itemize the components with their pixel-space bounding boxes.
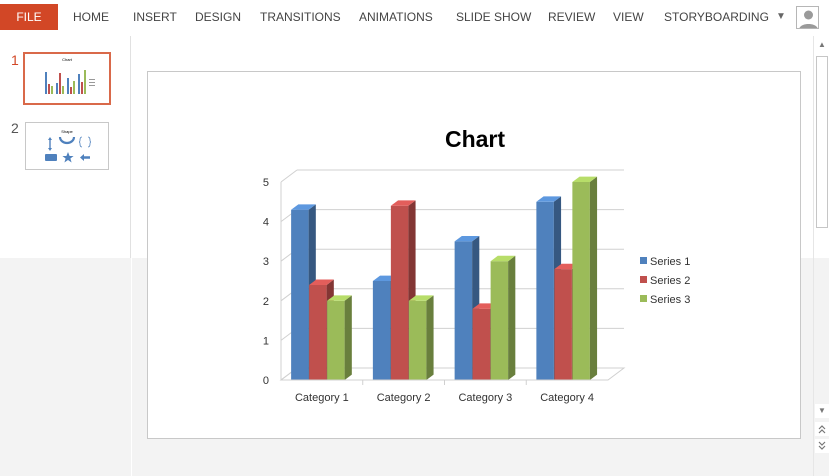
bar-front: [554, 269, 572, 380]
bar-top: [490, 255, 516, 262]
bar-top: [454, 236, 480, 242]
slide-number-2: 2: [11, 120, 19, 136]
bar-side: [426, 295, 434, 380]
y-tick-label: 3: [263, 256, 269, 268]
bar-front: [372, 281, 391, 380]
slide-2-preview-title: Shape: [61, 129, 73, 134]
bar-front: [309, 284, 327, 380]
tab-review[interactable]: REVIEW: [548, 10, 596, 24]
vertical-scrollbar[interactable]: ▲ ▼: [813, 36, 829, 476]
bar-side: [344, 295, 352, 380]
bar-front: [291, 209, 309, 380]
bar-front: [408, 300, 427, 380]
legend-label: Series 3: [650, 294, 690, 306]
scroll-down-icon[interactable]: ▼: [815, 404, 829, 418]
x-tick-label: Category 1: [295, 392, 349, 404]
chevron-down-icon[interactable]: ▼: [776, 11, 786, 22]
tab-home[interactable]: HOME: [73, 10, 109, 24]
scroll-up-icon[interactable]: ▲: [815, 38, 829, 52]
tab-slide-show[interactable]: SLIDE SHOW: [456, 10, 532, 24]
ribbon-tab-bar: FILE HOME INSERT DESIGN TRANSITIONS ANIM…: [0, 0, 829, 36]
tab-view[interactable]: VIEW: [613, 10, 644, 24]
bar-side: [508, 255, 516, 380]
next-slide-icon[interactable]: [815, 439, 829, 453]
y-axis-tick-labels: 0 1 2 3 4 5: [263, 177, 269, 387]
bar: [327, 295, 352, 380]
tab-design[interactable]: DESIGN: [195, 10, 242, 24]
y-tick-label: 1: [263, 335, 269, 347]
bar: [490, 255, 516, 380]
bar-front: [472, 308, 491, 380]
legend-swatch: [640, 257, 647, 264]
chart-title: Chart: [445, 126, 505, 152]
y-tick-label: 5: [263, 177, 269, 189]
x-tick-label: Category 3: [458, 392, 512, 404]
previous-slide-icon[interactable]: [815, 422, 829, 436]
bar-front: [390, 205, 409, 380]
bar-top: [309, 279, 334, 285]
bar-top: [408, 295, 434, 301]
slide-thumbnail-1[interactable]: Chart: [23, 52, 111, 105]
bar-top: [536, 196, 562, 202]
bar-top: [390, 200, 416, 206]
bar-front: [327, 300, 345, 380]
slide-thumbnail-pane: 1 Chart 2 Shape: [0, 36, 131, 476]
y-tick-label: 4: [263, 217, 269, 229]
user-avatar-icon[interactable]: [796, 6, 819, 29]
chart-legend: Series 1 Series 2 Series 3: [640, 256, 690, 306]
bar-front: [536, 201, 554, 380]
tab-transitions[interactable]: TRANSITIONS: [260, 10, 341, 24]
tab-storyboarding[interactable]: STORYBOARDING: [664, 10, 769, 24]
legend-label: Series 1: [650, 256, 690, 268]
bar-side: [589, 176, 598, 380]
tab-animations[interactable]: ANIMATIONS: [359, 10, 433, 24]
scrollbar-thumb[interactable]: [816, 56, 828, 228]
slide-number-1: 1: [11, 52, 19, 68]
chart-bars: [291, 176, 598, 380]
slide-1-preview-title: Chart: [62, 57, 73, 62]
bar-front: [454, 241, 473, 380]
bar-top: [291, 204, 316, 210]
x-axis-tick-labels: Category 1 Category 2 Category 3 Category 4: [281, 379, 608, 404]
bar: [408, 295, 434, 380]
slide-1-preview: Chart: [45, 57, 95, 94]
legend-swatch: [640, 276, 647, 283]
legend-label: Series 2: [650, 275, 690, 287]
x-tick-label: Category 2: [377, 392, 431, 404]
bar-top: [327, 295, 352, 301]
y-tick-label: 2: [263, 296, 269, 308]
bar-front: [490, 261, 509, 380]
legend-swatch: [640, 295, 647, 302]
tab-insert[interactable]: INSERT: [133, 10, 177, 24]
bar-front: [572, 182, 590, 380]
slide-2-preview: Shape: [45, 129, 92, 163]
gridline-side: [280, 169, 298, 183]
x-tick-label: Category 4: [540, 392, 594, 404]
file-tab[interactable]: FILE: [0, 4, 58, 30]
bar: [572, 176, 598, 380]
bar-top: [572, 176, 598, 182]
slide-thumbnail-2[interactable]: Shape: [25, 122, 109, 170]
y-tick-label: 0: [263, 375, 269, 387]
